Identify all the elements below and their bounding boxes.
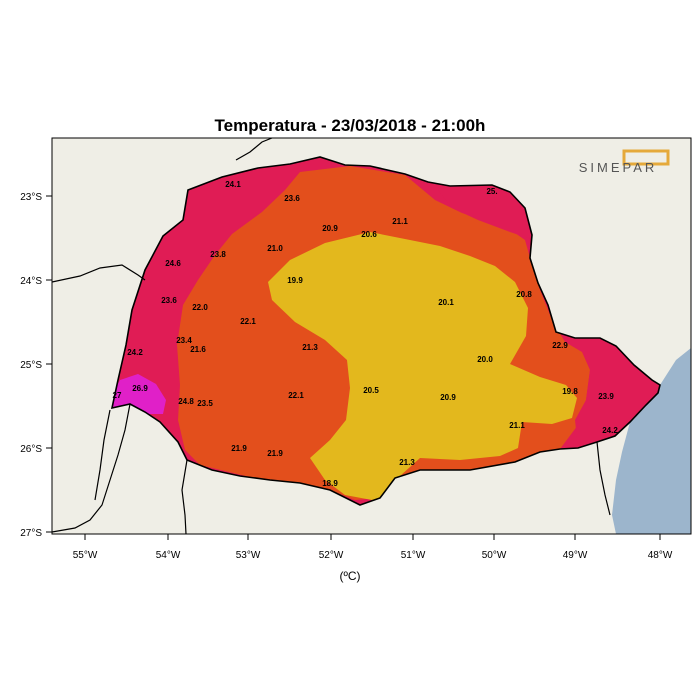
band-warm-northeast [438,182,534,240]
lon-tick-label: 53°W [236,550,261,561]
temperature-value: 23.5 [197,399,213,408]
temperature-value: 26.9 [132,384,148,393]
lon-tick-label: 49°W [563,550,588,561]
temperature-value: 22.0 [192,303,208,312]
latitude-axis: 23°S 24°S 25°S 26°S 27°S [20,192,52,539]
lon-tick-label: 55°W [73,550,98,561]
temperature-value: 22.9 [552,341,568,350]
temperature-value: 23.6 [284,194,300,203]
lon-tick-label: 51°W [401,550,426,561]
temperature-value: 23.9 [598,392,614,401]
temperature-value: 27 [113,391,122,400]
temperature-value: 20.6 [361,230,377,239]
longitude-axis: 55°W 54°W 53°W 52°W 51°W 50°W 49°W 48°W [73,534,673,561]
map-title: Temperatura - 23/03/2018 - 21:00h [214,116,486,135]
temperature-value: 25. [486,187,497,196]
temperature-value: 20.8 [516,290,532,299]
lon-tick-label: 54°W [156,550,181,561]
temperature-value: 20.5 [363,386,379,395]
temperature-value: 20.1 [438,298,454,307]
lon-tick-label: 50°W [482,550,507,561]
temperature-value: 20.0 [477,355,493,364]
temperature-value: 19.9 [287,276,303,285]
temperature-value: 21.0 [267,244,283,253]
temperature-value: 18.9 [322,479,338,488]
temperature-value: 24.8 [178,397,194,406]
temperature-value: 20.9 [322,224,338,233]
simepar-logo: SIMEPAR [579,149,670,175]
temperature-labels: 24.1 23.6 25. 21.1 20.9 20.6 21.0 24.6 23.8 19.9 2… [113,180,619,488]
lat-tick-label: 26°S [20,444,42,455]
temperature-value: 24.1 [225,180,241,189]
temperature-value: 21.1 [392,217,408,226]
temperature-value: 21.3 [302,343,318,352]
temperature-value: 21.6 [190,345,206,354]
lon-tick-label: 52°W [319,550,344,561]
temperature-value: 21.9 [231,444,247,453]
temperature-value: 24.2 [127,348,143,357]
temperature-value: 24.6 [165,259,181,268]
lat-tick-label: 27°S [20,528,42,539]
unit-label: (ºC) [339,569,361,583]
temperature-value: 19.8 [562,387,578,396]
temperature-value: 23.8 [210,250,226,259]
temperature-value: 22.1 [288,391,304,400]
state-border [110,156,661,506]
lat-tick-label: 25°S [20,360,42,371]
temperature-value: 21.1 [509,421,525,430]
band-hot-west [112,374,166,414]
temperature-value: 21.3 [399,458,415,467]
temperature-value: 20.9 [440,393,456,402]
temperature-value: 23.6 [161,296,177,305]
temperature-value: 24.2 [602,426,618,435]
map-frame [51,137,692,535]
temperature-value: 21.9 [267,449,283,458]
lat-tick-label: 24°S [20,276,42,287]
band-cool [268,232,577,500]
logo-text: SIMEPAR [579,160,658,175]
temperature-value: 23.4 [176,336,192,345]
ocean-area [612,348,691,534]
neighbor-borders [52,138,611,534]
temperature-value: 22.1 [240,317,256,326]
lon-tick-label: 48°W [648,550,673,561]
lat-tick-label: 23°S [20,192,42,203]
